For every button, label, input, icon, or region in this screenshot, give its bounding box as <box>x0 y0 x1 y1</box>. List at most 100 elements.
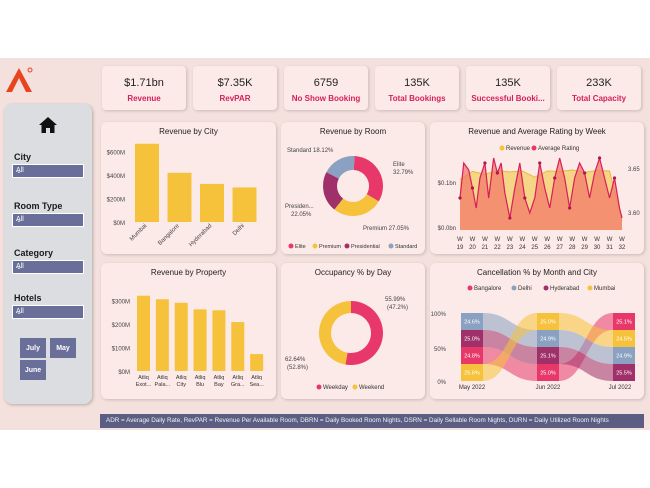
chart-title: Revenue and Average Rating by Week <box>468 127 606 136</box>
bar <box>135 143 159 222</box>
legend-label: Weekday <box>323 385 348 391</box>
legend-marker <box>499 145 505 151</box>
x-tick-label: Gra... <box>231 382 245 388</box>
legend-marker <box>511 285 517 291</box>
x-tick-label: Bay <box>214 382 224 388</box>
stack-segment <box>461 313 483 330</box>
data-label: 25.0% <box>540 320 556 326</box>
company-logo <box>6 67 33 92</box>
stack-segment <box>461 347 483 364</box>
slice-label: 32.79% <box>393 170 414 176</box>
stack-segment <box>613 330 635 347</box>
x-tick-label: W <box>495 237 501 243</box>
x-tick-label: W <box>582 237 588 243</box>
rating-point <box>470 186 475 190</box>
filter-sidebar <box>4 104 92 404</box>
slice-label: (52.8%) <box>287 365 308 371</box>
occupancy-by-day-plot: 55.99% (47.2%) 62.64% (52.8%) Weekday Weekend <box>285 297 408 391</box>
kpi-value: 135K <box>404 77 430 89</box>
data-label: 24.9% <box>616 354 632 360</box>
rating-point <box>508 216 512 220</box>
chart-revenue-rating-by-week: Revenue and Average Rating by Week Reven… <box>430 122 644 254</box>
city-filter-dropdown[interactable]: All ⌄ <box>12 164 84 178</box>
x-tick-label: 23 <box>507 245 514 251</box>
bar <box>200 183 224 222</box>
revenue-by-room-plot: Elite 32.79% Premium 27.05% Presiden... 22.0… <box>285 148 417 250</box>
hotels-filter-label: Hotels <box>14 293 42 303</box>
x-tick-label: W <box>470 237 476 243</box>
x-tick-label: 32 <box>619 245 626 251</box>
x-tick-label: W <box>482 237 488 243</box>
month-button-june[interactable]: June <box>20 360 46 380</box>
city-filter-label: City <box>14 152 32 162</box>
category-filter-dropdown[interactable]: All ⌄ <box>12 260 84 274</box>
data-label: 25.6% <box>464 371 480 377</box>
stack-segment <box>537 330 559 347</box>
chart-revenue-by-property: Revenue by Property $0M $100M $200M $300M At… <box>101 263 276 399</box>
x-tick-label: 22 <box>494 245 501 251</box>
x-tick-label: 29 <box>581 245 588 251</box>
rating-point <box>495 171 499 175</box>
kpi-card-no-show: 6759 No Show Booking <box>284 66 368 110</box>
x-tick-label: W <box>557 237 563 243</box>
month-button-july[interactable]: July <box>20 338 46 358</box>
slice-label: 22.05% <box>291 212 312 218</box>
room-type-filter-dropdown[interactable]: All ⌄ <box>12 213 84 227</box>
x-tick-label: City <box>176 382 186 388</box>
x-tick-label: Delhi <box>232 223 246 237</box>
rating-point <box>523 196 527 200</box>
kpi-card-total-bookings: 135K Total Bookings <box>375 66 459 110</box>
x-tick-label: Atliq <box>214 375 225 381</box>
data-label: 25.0% <box>540 371 556 377</box>
x-tick-label: W <box>507 237 513 243</box>
y-tick-label: $0.1bn <box>438 181 456 187</box>
hotels-filter-dropdown[interactable]: All ⌄ <box>12 305 84 319</box>
x-tick-label: W <box>619 237 625 243</box>
rating-point <box>612 176 617 180</box>
chart-cancellation-by-month-city: Cancellation % by Month and City Bangalo… <box>430 263 644 399</box>
x-tick-label: W <box>519 237 525 243</box>
donut-slice <box>323 172 344 210</box>
kpi-value: 6759 <box>313 77 339 89</box>
definitions-footer: ADR = Average Daily Rate, RevPAR = Reven… <box>100 414 644 428</box>
y-tick-label: $400M <box>107 174 125 180</box>
bar <box>174 302 188 371</box>
home-icon[interactable] <box>38 116 58 134</box>
legend-label: Bangalore <box>474 286 502 292</box>
stack-segment <box>537 313 559 330</box>
chevron-down-icon: ⌄ <box>16 309 22 316</box>
stack-segment <box>461 330 483 347</box>
bar <box>193 309 207 371</box>
x-tick-label: 27 <box>556 245 563 251</box>
cancellation-plot: Bangalore Delhi Hyderabad Mumbai 100% 50% 0% 24… <box>431 285 635 391</box>
x-tick-label: 25 <box>531 245 538 251</box>
chart-title: Revenue by Room <box>319 127 387 136</box>
revenue-rating-plot: Revenue Average Rating $0.0bn $0.1bn 3.60 3.6… <box>438 145 640 251</box>
month-button-may[interactable]: May <box>50 338 76 358</box>
x-tick-label: 24 <box>519 245 526 251</box>
legend-label: Weekend <box>359 385 384 391</box>
legend-label: Elite <box>295 244 306 250</box>
donut-slice <box>319 301 351 365</box>
legend-label: Standard <box>395 244 417 250</box>
stack-segment <box>537 364 559 381</box>
data-label: 25.5% <box>616 371 632 377</box>
donut-slice <box>334 194 379 216</box>
chevron-down-icon: ⌄ <box>16 264 22 271</box>
legend-marker <box>288 243 294 249</box>
chart-revenue-by-city: Revenue by City $0M $200M $400M $600M Mumbai… <box>101 122 276 254</box>
rating-point <box>538 161 542 165</box>
chevron-down-icon: ⌄ <box>16 168 22 175</box>
data-label: 24.8% <box>464 354 480 360</box>
x-tick-label: W <box>607 237 613 243</box>
y-tick-label: $0M <box>113 221 125 227</box>
data-label: 24.5% <box>616 337 632 343</box>
data-label: 25.1% <box>540 354 556 360</box>
legend-marker <box>388 243 394 249</box>
x-tick-label: Atliq <box>195 375 206 381</box>
kpi-value: 135K <box>495 77 521 89</box>
category-filter-label: Category <box>14 248 54 258</box>
x-tick-label: Atliq <box>251 375 262 381</box>
legend-label: Premium <box>319 244 341 250</box>
slice-label: 55.99% <box>385 297 406 303</box>
